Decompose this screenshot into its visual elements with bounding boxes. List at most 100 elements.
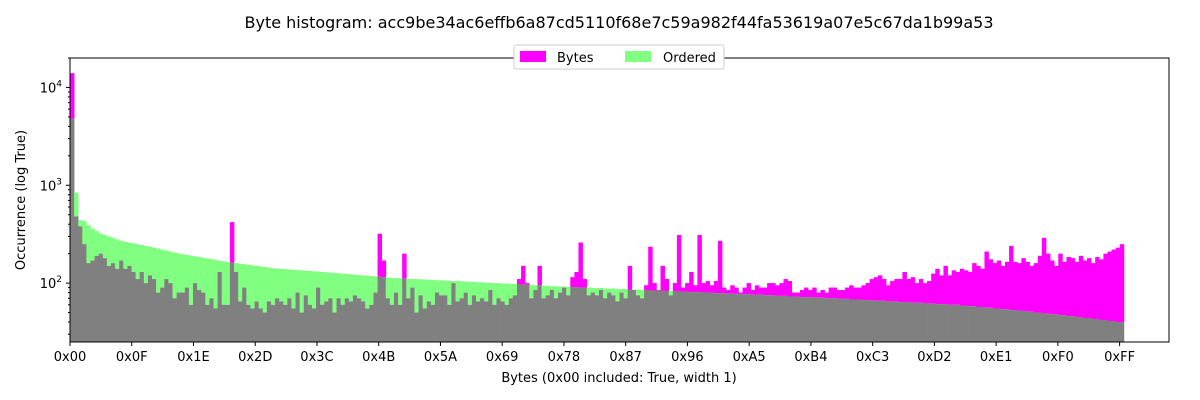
bar-ordered xyxy=(184,254,190,288)
bar-ordered xyxy=(320,271,325,305)
bar-overlap xyxy=(951,304,957,342)
bar-overlap xyxy=(426,301,432,342)
bar-overlap xyxy=(250,308,255,342)
bar-ordered xyxy=(287,269,292,299)
bar-ordered xyxy=(336,273,341,299)
bar-overlap xyxy=(775,295,780,342)
bar-overlap xyxy=(320,304,325,342)
bar-overlap xyxy=(234,271,239,342)
bar-bytes xyxy=(758,287,764,295)
bar-ordered xyxy=(254,265,259,302)
bar-overlap xyxy=(242,287,247,342)
bar-ordered xyxy=(201,257,206,293)
x-tick-label: 0x4B xyxy=(362,350,395,365)
bar-ordered xyxy=(586,287,592,296)
bar-bytes xyxy=(709,285,715,293)
bar-ordered xyxy=(250,265,255,309)
bar-overlap xyxy=(258,308,264,342)
bar-overlap xyxy=(898,302,903,342)
bar-ordered xyxy=(316,271,321,288)
bar-overlap xyxy=(918,302,924,342)
bar-overlap xyxy=(496,298,501,342)
bar-overlap xyxy=(594,295,600,342)
legend-swatch-bytes xyxy=(520,51,546,62)
bar-bytes xyxy=(853,287,858,300)
bar-bytes xyxy=(894,279,899,302)
bar-ordered xyxy=(422,279,428,309)
bar-overlap xyxy=(443,295,448,342)
bar-ordered xyxy=(176,253,182,293)
bar-bytes xyxy=(521,265,526,285)
bar-overlap xyxy=(816,297,821,342)
bar-ordered xyxy=(393,278,399,293)
bar-bytes xyxy=(570,277,575,288)
bar-bytes xyxy=(1045,253,1051,314)
bar-bytes xyxy=(1025,261,1030,312)
bar-bytes xyxy=(1000,265,1006,310)
bar-ordered xyxy=(361,275,366,302)
bar-bytes xyxy=(955,271,961,305)
bar-overlap xyxy=(853,299,858,342)
y-axis-title: Occurrence (log True) xyxy=(14,130,29,270)
legend-label-ordered: Ordered xyxy=(663,51,716,66)
bar-overlap xyxy=(480,298,485,342)
bar-ordered xyxy=(213,259,218,309)
bar-overlap xyxy=(184,287,190,342)
bar-overlap xyxy=(631,290,637,342)
bar-ordered xyxy=(512,283,518,296)
bar-overlap xyxy=(1115,322,1121,342)
bar-overlap xyxy=(557,292,563,342)
bar-ordered xyxy=(611,288,616,296)
bar-bytes xyxy=(1029,265,1035,312)
bar-overlap xyxy=(164,279,169,342)
bar-bytes xyxy=(1078,255,1084,318)
x-tick-label: 0xFF xyxy=(1104,350,1135,365)
bar-ordered xyxy=(94,231,100,256)
bar-overlap xyxy=(463,292,469,342)
bar-overlap xyxy=(996,308,1002,342)
bar-ordered xyxy=(82,221,87,245)
bar-ordered xyxy=(545,285,551,296)
bar-overlap xyxy=(344,298,350,342)
bar-ordered xyxy=(123,241,128,269)
bar-ordered xyxy=(352,274,358,296)
bar-overlap xyxy=(861,300,866,342)
bar-ordered xyxy=(328,272,333,299)
bar-overlap xyxy=(586,295,592,342)
bar-bytes xyxy=(767,283,772,296)
bar-overlap xyxy=(398,304,403,342)
bar-bytes xyxy=(779,283,784,296)
bar-overlap xyxy=(430,304,436,342)
bar-bytes xyxy=(746,283,752,295)
bar-overlap xyxy=(1045,313,1051,342)
bar-overlap xyxy=(902,302,907,342)
bar-ordered xyxy=(111,237,116,264)
bar-overlap xyxy=(475,301,481,342)
bar-bytes xyxy=(869,279,875,301)
bar-overlap xyxy=(931,303,936,342)
bar-overlap xyxy=(229,262,235,342)
x-tick-label: 0xA5 xyxy=(733,350,766,365)
bar-ordered xyxy=(238,263,243,302)
bar-ordered xyxy=(299,270,305,313)
bar-ordered xyxy=(562,286,567,288)
bar-overlap xyxy=(102,258,108,342)
bar-overlap xyxy=(1050,314,1055,342)
bar-bytes xyxy=(1054,265,1059,315)
bar-bytes xyxy=(1111,249,1117,321)
bar-overlap xyxy=(779,295,784,342)
bar-overlap xyxy=(672,291,678,342)
bar-overlap xyxy=(143,283,149,342)
bar-ordered xyxy=(529,284,534,299)
bar-overlap xyxy=(78,226,83,342)
bar-overlap xyxy=(635,295,641,342)
bar-ordered xyxy=(599,288,604,290)
bar-bytes xyxy=(697,235,702,293)
bar-overlap xyxy=(959,305,965,342)
bar-overlap xyxy=(890,301,895,342)
bar-overlap xyxy=(742,294,747,342)
bar-overlap xyxy=(377,276,383,342)
bar-bytes xyxy=(886,285,891,302)
bar-overlap xyxy=(303,295,309,342)
bar-ordered xyxy=(172,252,177,299)
